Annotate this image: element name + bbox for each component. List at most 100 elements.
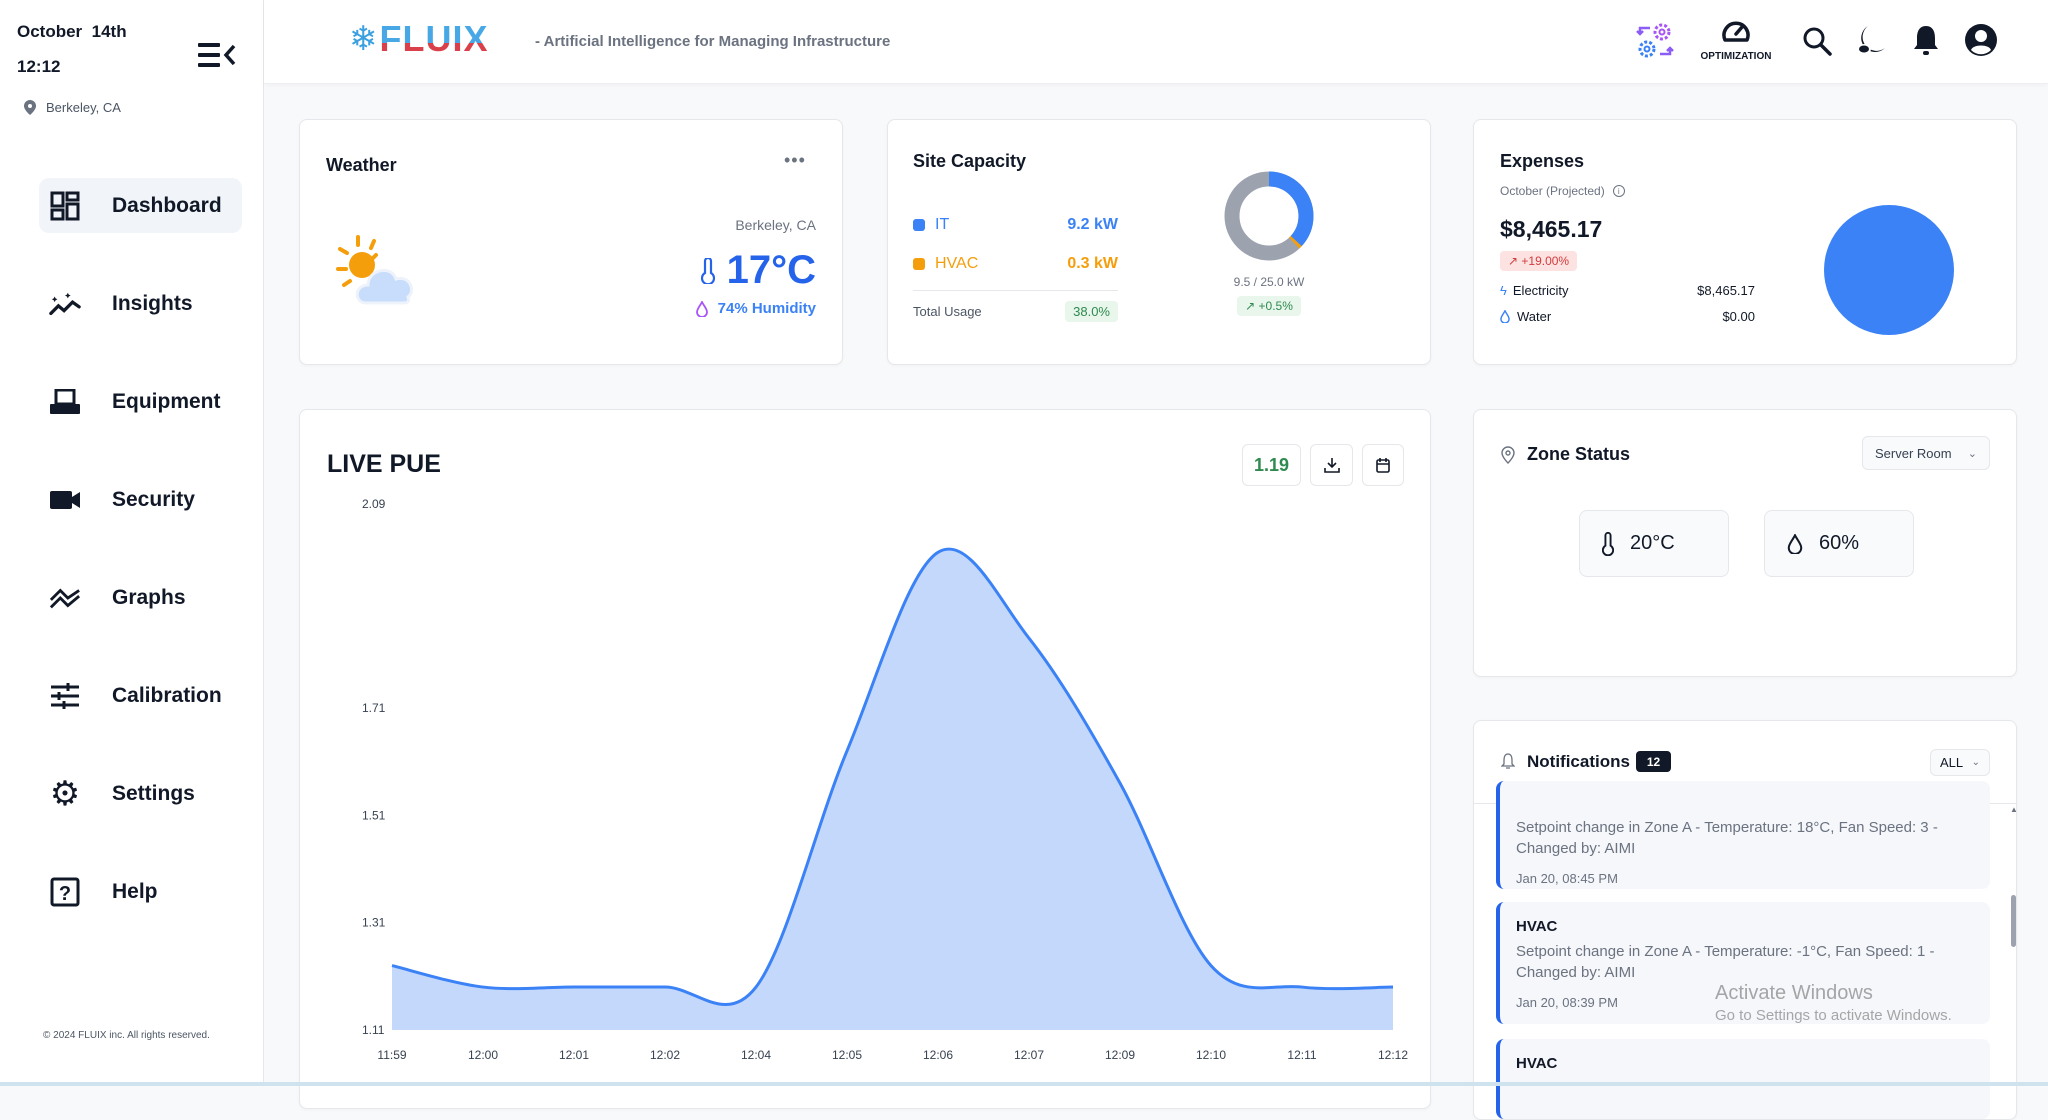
y-tick-label: 1.31 — [362, 916, 386, 930]
sidebar-item-label: Calibration — [112, 683, 222, 707]
calendar-button[interactable] — [1362, 444, 1404, 486]
expense-value: $8,465.17 — [1697, 283, 1755, 298]
taskbar-edge — [0, 1082, 2048, 1086]
svg-text:?: ? — [59, 883, 71, 905]
droplet-icon — [1500, 310, 1510, 323]
weather-temperature: 17°C — [700, 248, 816, 293]
trend-up-icon: ↗ — [1245, 299, 1259, 313]
zone-select-value: Server Room — [1875, 445, 1952, 461]
card-title: Site Capacity — [913, 151, 1027, 171]
hvac-load-row: HVAC 0.3 kW — [913, 255, 1118, 273]
x-tick-label: 12:04 — [741, 1048, 771, 1062]
calendar-icon — [1376, 458, 1390, 473]
sidebar-item-label: Graphs — [112, 585, 186, 609]
filter-value: ALL — [1940, 755, 1964, 770]
ai-optimization-toggle[interactable] — [1634, 20, 1676, 67]
sidebar-item-label: Settings — [112, 781, 195, 805]
divider — [913, 290, 1118, 291]
it-label: IT — [935, 216, 950, 233]
zone-select[interactable]: Server Room ⌄ — [1862, 436, 1990, 470]
chart-title: LIVE PUE — [327, 450, 441, 478]
collapse-menu-button[interactable] — [198, 40, 238, 75]
x-tick-label: 12:12 — [1378, 1048, 1408, 1062]
camera-icon — [49, 484, 81, 516]
sidebar-item-security[interactable]: Security — [39, 472, 242, 527]
search-button[interactable] — [1802, 26, 1832, 61]
zone-humidity-value: 60% — [1819, 532, 1860, 554]
x-tick-label: 12:02 — [650, 1048, 680, 1062]
chevron-down-icon: ⌄ — [1971, 757, 1980, 768]
notification-item[interactable]: Setpoint change in Zone A - Temperature:… — [1496, 781, 1990, 889]
sidebar-item-equipment[interactable]: Equipment — [39, 374, 242, 429]
info-icon[interactable]: i — [1612, 185, 1625, 197]
dark-mode-toggle[interactable] — [1854, 24, 1886, 61]
scrollbar-thumb[interactable] — [2011, 895, 2016, 947]
thermometer-icon — [1602, 531, 1614, 556]
notification-filter-select[interactable]: ALL ⌄ — [1930, 749, 1990, 776]
total-usage-badge: 38.0% — [1065, 301, 1118, 322]
expense-row-electricity: ϟ Electricity $8,465.17 — [1500, 283, 1755, 298]
expense-label: Electricity — [1512, 283, 1569, 298]
hvac-legend-dot — [913, 258, 925, 270]
copyright: © 2024 FLUIX inc. All rights reserved. — [43, 1030, 210, 1041]
location-text: Berkeley, CA — [46, 100, 121, 115]
expense-value: $0.00 — [1722, 309, 1755, 324]
zone-status-card: Zone Status Server Room ⌄ 20°C 60% — [1473, 409, 2017, 677]
capacity-caption: 9.5 / 25.0 kW — [1233, 275, 1305, 289]
notification-item[interactable]: HVAC Setpoint change in Zone A - Tempera… — [1496, 902, 1990, 1024]
sidebar-item-help[interactable]: ? Help — [39, 864, 242, 919]
download-button[interactable] — [1310, 444, 1353, 486]
notifications-card: Notifications 12 ALL ⌄ Setpoint change i… — [1473, 720, 2017, 1120]
current-date: October 14th — [17, 22, 127, 41]
bell-outline-icon — [1501, 753, 1515, 769]
expenses-subtitle: October (Projected) i — [1500, 184, 1625, 198]
search-icon — [1803, 27, 1832, 56]
card-title: Weather — [326, 155, 397, 175]
user-avatar-icon — [1965, 24, 1997, 56]
expenses-trend-value: +19.00% — [1521, 254, 1570, 268]
expenses-amount: $8,465.17 — [1500, 216, 1603, 242]
fluix-logo[interactable]: ❄ FLUIX — [349, 18, 489, 60]
zone-humidity-tile: 60% — [1764, 510, 1914, 577]
sliders-icon — [49, 680, 81, 712]
notifications-scrollbar[interactable]: ▲ — [2008, 805, 2016, 1119]
sidebar-location: Berkeley, CA — [24, 100, 121, 115]
notification-type: HVAC — [1516, 1055, 1558, 1072]
it-value: 9.2 kW — [1067, 216, 1118, 233]
sidebar-item-settings[interactable]: ⚙ Settings — [39, 766, 242, 821]
y-tick-label: 1.51 — [362, 808, 386, 822]
notifications-button[interactable] — [1912, 24, 1940, 61]
sidebar-item-calibration[interactable]: Calibration — [39, 668, 242, 723]
optimization-label: OPTIMIZATION — [1700, 51, 1772, 62]
live-pue-card: LIVE PUE 1.19 2.09 1.71 1.51 1.31 1.11 11:59 1… — [299, 409, 1431, 1109]
scroll-up-arrow-icon[interactable]: ▲ — [2010, 805, 2016, 814]
card-title: Zone Status — [1527, 444, 1631, 464]
temperature-value: 17°C — [726, 248, 816, 292]
gear-icon: ⚙ — [49, 774, 81, 813]
location-pin-icon — [24, 100, 36, 115]
x-tick-label: 12:00 — [468, 1048, 498, 1062]
expense-row-water: Water $0.00 — [1500, 309, 1755, 324]
thermometer-icon — [700, 257, 715, 284]
zone-temperature-value: 20°C — [1630, 532, 1675, 554]
current-time: 12:12 — [17, 57, 61, 76]
lightning-icon: ϟ — [1500, 283, 1507, 298]
y-tick-label: 1.71 — [362, 701, 386, 715]
download-icon — [1323, 458, 1340, 473]
logo-text: FLUIX — [379, 18, 489, 59]
sidebar-item-label: Help — [112, 879, 158, 903]
notifications-count-badge: 12 — [1636, 751, 1671, 772]
card-title: Expenses — [1500, 151, 1585, 171]
more-options-icon[interactable]: ••• — [784, 150, 806, 170]
location-pin-icon — [1501, 446, 1515, 464]
donut-it-segment — [1224, 171, 1314, 261]
notification-type: HVAC — [1516, 918, 1558, 935]
sidebar-item-dashboard[interactable]: Dashboard — [39, 178, 242, 233]
user-profile-button[interactable] — [1965, 24, 1997, 61]
capacity-trend-value: +0.5% — [1258, 299, 1293, 313]
notification-item[interactable]: HVAC — [1496, 1039, 1990, 1119]
sidebar-item-graphs[interactable]: Graphs — [39, 570, 242, 625]
sidebar-item-label: Insights — [112, 291, 193, 315]
sidebar-item-insights[interactable]: Insights — [39, 276, 242, 331]
optimization-button[interactable]: OPTIMIZATION — [1698, 18, 1774, 62]
